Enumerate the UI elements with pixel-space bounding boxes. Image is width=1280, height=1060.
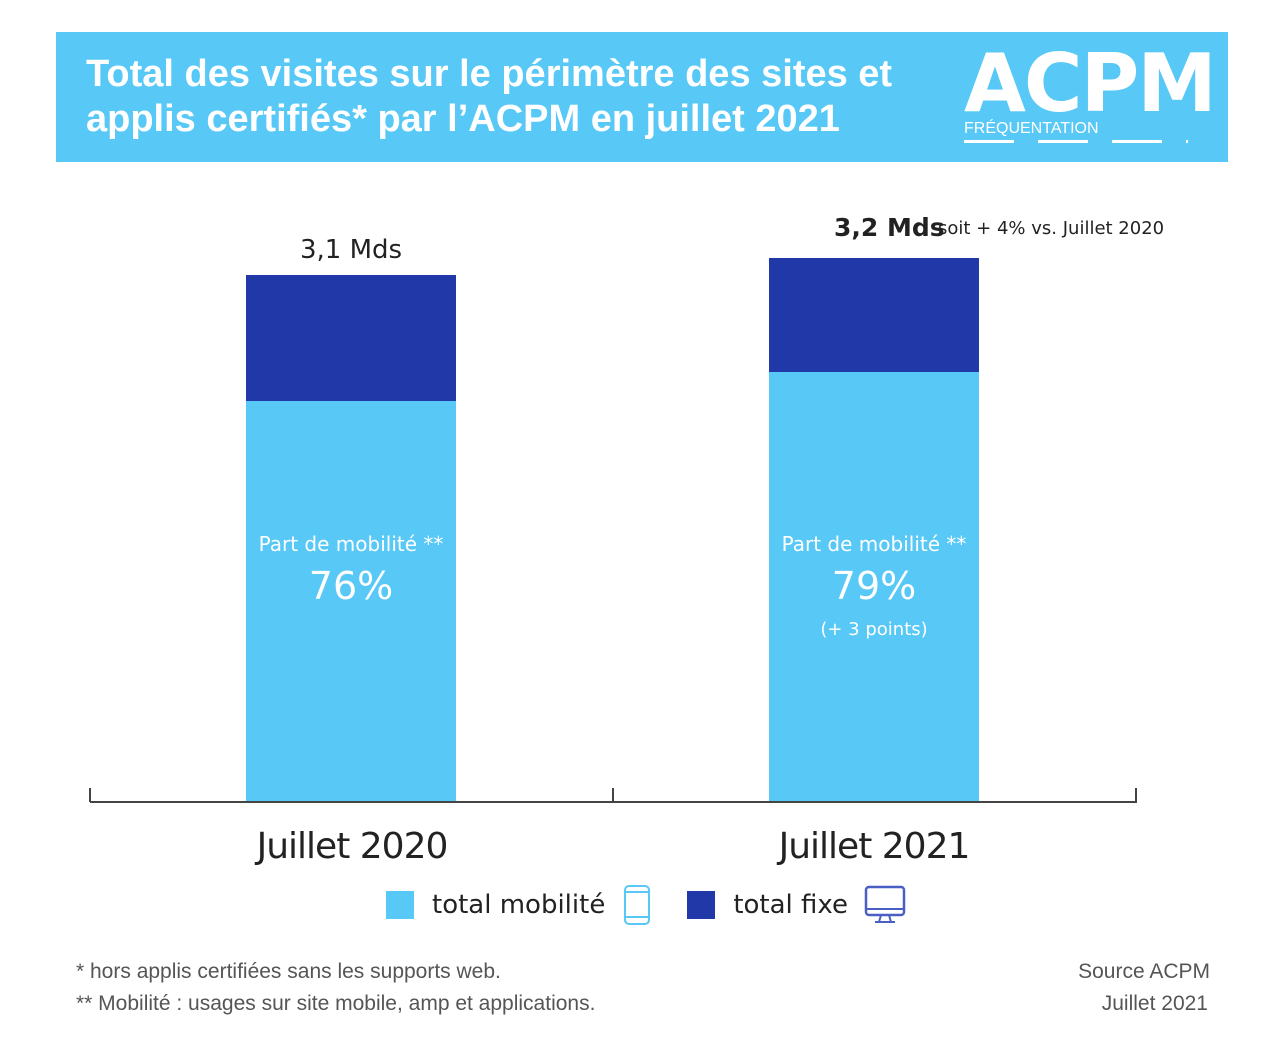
mobile-share-change: (+ 3 points) [820, 619, 928, 640]
mobile-share-label: Part de mobilité ** [781, 532, 967, 556]
legend-swatch-fixe [687, 891, 716, 919]
mobile-share-value: 79% [831, 564, 917, 608]
x-tick-label: Juillet 2021 [778, 826, 971, 867]
total-change-note: soit + 4% vs. Juillet 2020 [938, 218, 1165, 239]
bar-fixe [769, 258, 979, 373]
x-tick-label: Juillet 2020 [256, 826, 449, 867]
mobile-share-value: 76% [308, 564, 394, 608]
axis-tick [1135, 788, 1137, 802]
source-date: Juillet 2021 [1101, 992, 1208, 1015]
chart-title: Total des visites sur le périmètre des s… [86, 52, 966, 142]
axis-tick [89, 788, 91, 802]
mobile-share-label: Part de mobilité ** [258, 532, 444, 556]
source-label: Source ACPM [1078, 960, 1210, 983]
desktop-icon [864, 885, 906, 923]
bar-mobile [246, 401, 456, 802]
smartphone-icon [624, 885, 651, 925]
legend: total mobilité total fixe [386, 884, 906, 926]
total-label: 3,1 Mds [300, 235, 403, 265]
axis-tick [612, 788, 614, 802]
bar-mobile [769, 372, 979, 802]
footnote-1: * hors applis certifiées sans les suppor… [76, 960, 501, 983]
logo-text: ACPM [964, 37, 1217, 130]
title-line-2: applis certifiés* par l’ACPM en juillet … [86, 98, 840, 140]
header-banner: Total des visites sur le périmètre des s… [56, 32, 1228, 162]
bar-fixe [246, 275, 456, 402]
title-line-1: Total des visites sur le périmètre des s… [86, 53, 893, 95]
legend-label-fixe: total fixe [733, 890, 849, 920]
acpm-logo: ACPM FRÉQUENTATION [964, 37, 1217, 143]
legend-label-mobile: total mobilité [432, 890, 606, 920]
logo-subtitle: FRÉQUENTATION [964, 120, 1099, 137]
legend-swatch-mobile [386, 891, 414, 919]
total-label: 3,2 Mds [834, 213, 945, 242]
footnote-2: ** Mobilité : usages sur site mobile, am… [76, 992, 596, 1015]
logo-lines [964, 140, 1188, 143]
x-axis [90, 801, 1137, 803]
